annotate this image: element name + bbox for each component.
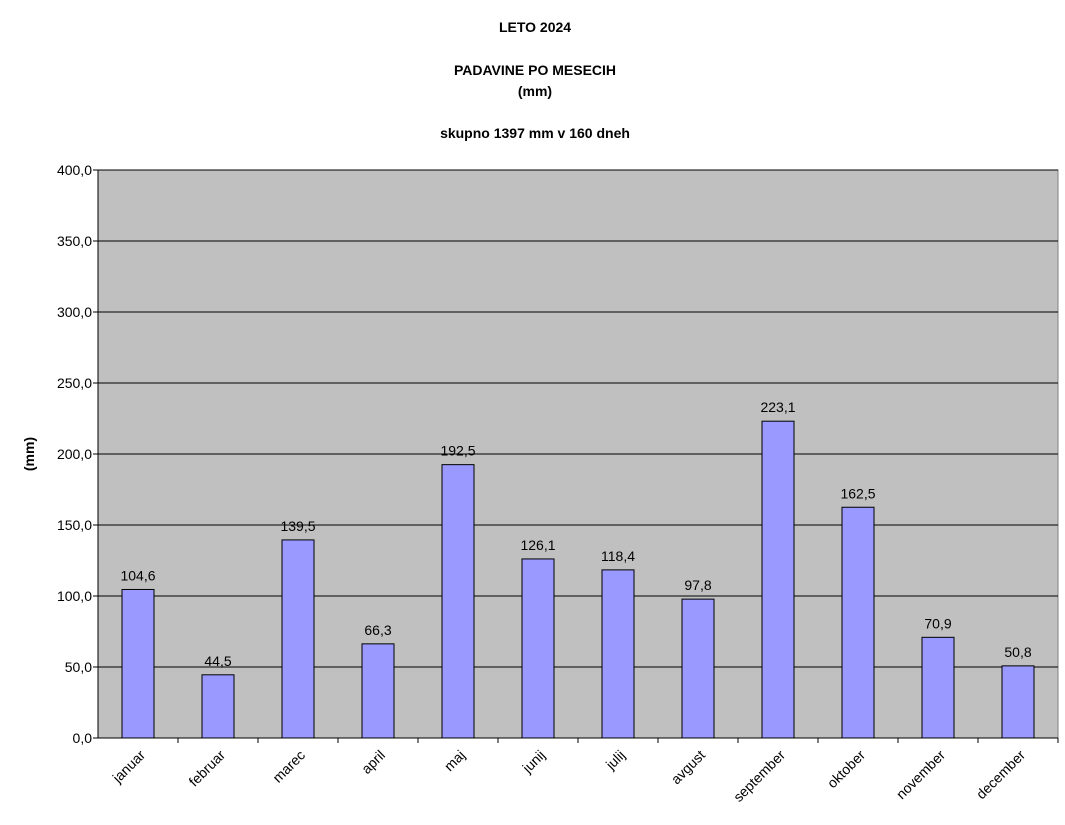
chart-total: skupno 1397 mm v 160 dneh [440,125,630,141]
x-tick-label: julij [602,747,628,773]
x-tick-label: september [730,747,788,805]
gridlines [98,169,1058,668]
y-tick-label: 50,0 [65,659,92,675]
data-label: 97,8 [684,577,711,593]
x-tick-label: junij [518,747,548,777]
bar-maj [441,464,475,739]
bar-avgust [681,598,715,739]
bar-november [921,636,955,739]
bar-september [761,420,795,739]
bar-december [1001,665,1035,739]
data-label: 50,8 [1004,644,1031,660]
data-label: 118,4 [601,548,635,564]
data-labels: 104,6 44,5 139,5 66,3 192,5 126,1 118,4 97,8 223… [120,399,1031,669]
y-tick-label: 250,0 [57,375,92,391]
data-label: 192,5 [440,443,475,459]
bar-julij [601,569,635,739]
bar-marec [281,539,315,739]
x-tick-label: oktober [824,747,869,792]
data-label: 162,5 [840,485,875,501]
x-tick-label: februar [185,747,228,790]
chart-subtitle: PADAVINE PO MESECIH [454,62,616,78]
bar-junij [521,558,555,739]
x-tick-label: maj [441,747,468,774]
y-tick-label: 0,0 [73,730,93,746]
y-axis-title: (mm) [21,437,37,471]
bar-april [361,643,395,739]
bar-januar [121,588,155,739]
data-label: 139,5 [280,518,315,534]
data-label: 126,1 [520,537,555,553]
chart-unit: (mm) [518,83,552,99]
data-label: 223,1 [760,399,795,415]
x-tick-label: december [973,747,1029,803]
y-tick-label: 200,0 [57,446,92,462]
y-tick-label: 100,0 [57,588,92,604]
data-label: 66,3 [364,622,391,638]
data-label: 44,5 [204,653,231,669]
x-tick-label: april [358,747,388,777]
data-label: 70,9 [924,615,951,631]
x-tick-label: januar [109,747,149,787]
bars [121,420,1035,739]
y-tick-label: 350,0 [57,233,92,249]
chart-title: LETO 2024 [499,19,571,35]
x-tick-label: november [893,747,949,803]
y-tick-label: 150,0 [57,517,92,533]
data-label: 104,6 [120,567,155,583]
y-tick-label: 300,0 [57,304,92,320]
x-tick-label: avgust [668,747,709,788]
x-tick-label: marec [269,747,308,786]
bar-oktober [841,506,875,739]
bar-februar [201,674,235,739]
y-tick-label: 400,0 [57,162,92,178]
